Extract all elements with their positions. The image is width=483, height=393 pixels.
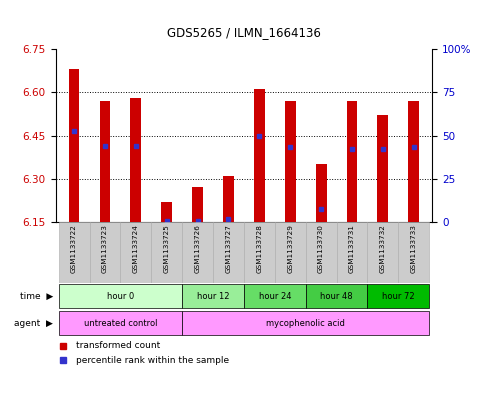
Text: GSM1133723: GSM1133723 xyxy=(102,224,108,273)
Bar xyxy=(306,284,368,309)
Text: transformed count: transformed count xyxy=(76,341,160,350)
Text: GSM1133730: GSM1133730 xyxy=(318,224,324,273)
Bar xyxy=(89,222,120,283)
Bar xyxy=(69,69,80,222)
Bar xyxy=(120,222,151,283)
Text: hour 48: hour 48 xyxy=(320,292,353,301)
Bar xyxy=(58,311,182,335)
Bar xyxy=(58,284,182,309)
Text: GSM1133732: GSM1133732 xyxy=(380,224,386,273)
Text: GSM1133725: GSM1133725 xyxy=(164,224,170,273)
Text: hour 24: hour 24 xyxy=(258,292,291,301)
Bar xyxy=(161,202,172,222)
Text: time  ▶: time ▶ xyxy=(20,292,53,301)
Text: GDS5265 / ILMN_1664136: GDS5265 / ILMN_1664136 xyxy=(167,26,321,39)
Text: hour 12: hour 12 xyxy=(197,292,229,301)
Bar xyxy=(223,176,234,222)
Text: GSM1133731: GSM1133731 xyxy=(349,224,355,273)
Bar xyxy=(368,222,398,283)
Text: percentile rank within the sample: percentile rank within the sample xyxy=(76,356,229,365)
Bar xyxy=(408,101,419,222)
Bar xyxy=(398,222,429,283)
Bar xyxy=(213,222,244,283)
Bar xyxy=(368,284,429,309)
Text: mycophenolic acid: mycophenolic acid xyxy=(266,319,345,327)
Bar xyxy=(99,101,110,222)
Bar xyxy=(151,222,182,283)
Text: GSM1133733: GSM1133733 xyxy=(411,224,417,273)
Text: GSM1133726: GSM1133726 xyxy=(195,224,200,273)
Text: hour 0: hour 0 xyxy=(107,292,134,301)
Bar xyxy=(306,222,337,283)
Text: GSM1133722: GSM1133722 xyxy=(71,224,77,273)
Text: untreated control: untreated control xyxy=(84,319,157,327)
Bar xyxy=(182,222,213,283)
Bar xyxy=(275,222,306,283)
Text: agent  ▶: agent ▶ xyxy=(14,319,53,327)
Bar xyxy=(244,284,306,309)
Text: GSM1133728: GSM1133728 xyxy=(256,224,262,273)
Text: GSM1133727: GSM1133727 xyxy=(226,224,231,273)
Text: hour 72: hour 72 xyxy=(382,292,414,301)
Bar xyxy=(378,116,388,222)
Bar xyxy=(58,222,89,283)
Bar xyxy=(192,187,203,222)
Bar xyxy=(337,222,368,283)
Bar xyxy=(347,101,357,222)
Bar xyxy=(254,90,265,222)
Text: GSM1133729: GSM1133729 xyxy=(287,224,293,273)
Bar xyxy=(316,164,327,222)
Bar xyxy=(244,222,275,283)
Bar xyxy=(130,98,141,222)
Bar xyxy=(182,311,429,335)
Bar xyxy=(182,284,244,309)
Bar xyxy=(285,101,296,222)
Text: GSM1133724: GSM1133724 xyxy=(133,224,139,273)
